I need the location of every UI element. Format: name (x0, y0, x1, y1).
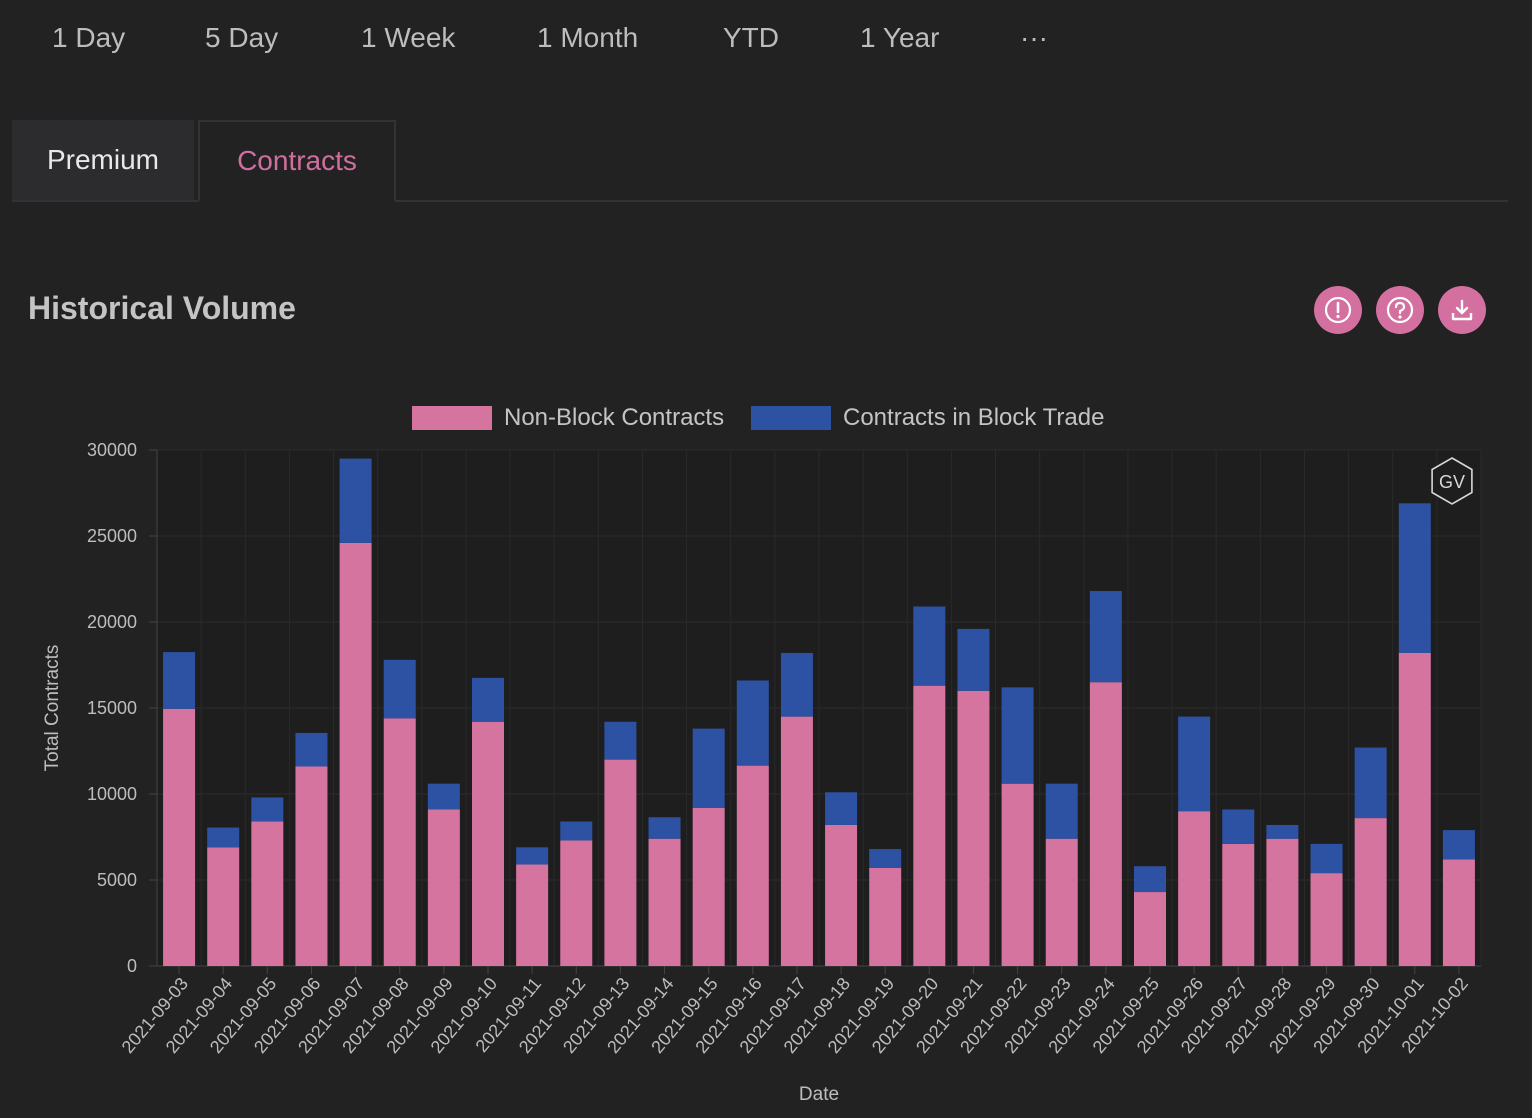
bar-block-trade (472, 677, 504, 722)
bar-block-trade (1266, 824, 1299, 839)
bar-block-trade (383, 659, 416, 719)
section-title: Historical Volume (28, 290, 296, 326)
bar-block-trade (913, 606, 946, 686)
bar-block-trade (957, 628, 990, 691)
range-more[interactable]: ··· (1020, 22, 1048, 53)
y-tick-label: 0 (127, 956, 137, 976)
bar-non-block (1442, 859, 1475, 966)
bar-non-block (1134, 892, 1166, 966)
y-tick-label: 10000 (87, 784, 137, 804)
watermark-hexagon-icon (1431, 457, 1473, 505)
info-icon (1324, 296, 1352, 324)
help-button[interactable] (1376, 286, 1424, 334)
bar-non-block (1266, 838, 1299, 966)
bar-block-trade (1045, 783, 1078, 839)
legend-swatch-non-block[interactable] (412, 406, 492, 430)
bar-non-block (692, 807, 725, 966)
bar-block-trade (560, 821, 593, 841)
bar-non-block (869, 867, 902, 966)
bar-block-trade (1398, 503, 1431, 653)
y-tick-label: 20000 (87, 612, 137, 632)
range-1-year[interactable]: 1 Year (860, 22, 940, 53)
y-tick-label: 15000 (87, 698, 137, 718)
range-1-week[interactable]: 1 Week (361, 22, 456, 53)
range-selector: 1 Day 5 Day 1 Week 1 Month YTD 1 Year ··… (0, 0, 1532, 82)
watermark-logo-text: GV (1439, 472, 1465, 492)
tab-contracts[interactable]: Contracts (198, 120, 396, 202)
bar-non-block (913, 685, 946, 966)
range-ytd[interactable]: YTD (723, 22, 779, 53)
x-axis-title: Date (799, 1084, 839, 1105)
tab-bar: Premium Contracts (12, 120, 1508, 202)
bar-non-block (516, 864, 549, 966)
range-1-month[interactable]: 1 Month (537, 22, 639, 53)
bar-non-block (780, 716, 813, 966)
bar-non-block (648, 838, 681, 966)
bar-block-trade (1310, 843, 1343, 874)
bar-non-block (560, 840, 593, 966)
tab-premium[interactable]: Premium (12, 120, 194, 200)
bar-non-block (1354, 818, 1387, 966)
y-tick-label: 30000 (87, 440, 137, 460)
legend-swatch-block[interactable] (751, 406, 831, 430)
bar-block-trade (295, 732, 328, 767)
bar-non-block (1045, 838, 1078, 966)
legend-label-block[interactable]: Contracts in Block Trade (843, 404, 1105, 431)
y-tick-label: 5000 (97, 870, 137, 890)
bar-block-trade (1001, 687, 1034, 784)
bar-non-block (1089, 682, 1122, 966)
bar-non-block (1222, 843, 1255, 966)
y-axis-title: Total Contracts (42, 645, 63, 772)
bar-block-trade (869, 849, 902, 868)
bar-non-block (472, 721, 504, 966)
bar-block-trade (1354, 747, 1387, 819)
bar-non-block (736, 765, 769, 966)
info-button[interactable] (1314, 286, 1362, 334)
bar-block-trade (251, 797, 284, 822)
bar-block-trade (1089, 591, 1122, 683)
bar-block-trade (780, 652, 813, 717)
bar-non-block (604, 759, 637, 966)
bar-block-trade (692, 728, 725, 808)
bar-block-trade (1222, 809, 1255, 844)
legend-label-non-block[interactable]: Non-Block Contracts (504, 404, 725, 431)
bar-block-trade (1178, 716, 1211, 812)
bar-non-block (825, 824, 858, 966)
bar-block-trade (648, 817, 681, 839)
bar-block-trade (427, 783, 460, 810)
bar-non-block (295, 766, 328, 966)
help-icon (1386, 296, 1414, 324)
bar-block-trade (163, 652, 196, 709)
bar-non-block (163, 708, 196, 966)
bar-non-block (1178, 811, 1211, 966)
bar-block-trade (516, 847, 549, 865)
bar-block-trade (604, 721, 637, 760)
bar-block-trade (825, 792, 858, 825)
bar-non-block (207, 847, 240, 966)
bar-block-trade (1134, 866, 1166, 893)
bar-block-trade (207, 827, 240, 848)
y-tick-label: 25000 (87, 526, 137, 546)
range-5-day[interactable]: 5 Day (205, 22, 279, 53)
bar-non-block (1001, 783, 1034, 966)
bar-non-block (427, 809, 460, 966)
bar-block-trade (1442, 830, 1475, 860)
bar-non-block (1398, 652, 1431, 966)
download-button[interactable] (1438, 286, 1486, 334)
bar-non-block (251, 821, 284, 966)
bar-non-block (957, 690, 990, 966)
bar-non-block (339, 542, 372, 966)
bar-non-block (383, 718, 416, 966)
bar-non-block (1310, 873, 1343, 966)
download-icon (1451, 299, 1473, 321)
bar-block-trade (736, 680, 769, 766)
bar-block-trade (339, 458, 372, 543)
range-1-day[interactable]: 1 Day (52, 22, 126, 53)
